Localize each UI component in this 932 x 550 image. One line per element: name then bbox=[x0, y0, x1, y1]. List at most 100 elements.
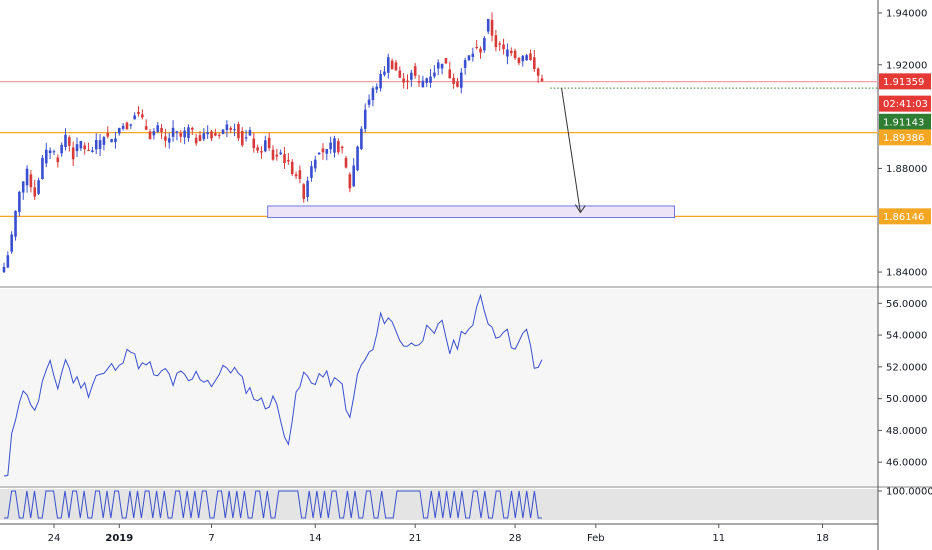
oscillator-line bbox=[3, 293, 543, 477]
price-tag-label: 1.89386 bbox=[883, 133, 924, 144]
candle-body bbox=[367, 99, 371, 105]
candle-body bbox=[290, 161, 294, 174]
candle-body bbox=[183, 130, 186, 138]
candle-body bbox=[467, 55, 471, 61]
candle-body bbox=[117, 128, 121, 134]
candle-body bbox=[513, 50, 517, 59]
candle-body bbox=[106, 133, 110, 137]
candle-body bbox=[310, 166, 313, 178]
candle-body bbox=[221, 129, 225, 134]
candle-body bbox=[360, 128, 363, 150]
price-tag-label: 02:41:03 bbox=[883, 99, 928, 110]
candle-body bbox=[91, 150, 94, 152]
candle-body bbox=[217, 134, 221, 136]
candle-body bbox=[509, 50, 513, 54]
candle-body bbox=[356, 146, 359, 171]
y-tick-label: 1.92000 bbox=[886, 60, 927, 71]
candle-body bbox=[129, 124, 133, 126]
candle-body bbox=[479, 48, 482, 53]
candle-body bbox=[260, 151, 263, 153]
candle-body bbox=[167, 138, 171, 143]
price-tag bbox=[879, 95, 931, 112]
candle-body bbox=[141, 114, 144, 118]
candle-body bbox=[225, 124, 229, 130]
candle-body bbox=[114, 138, 117, 143]
x-tick-label: 24 bbox=[48, 533, 61, 544]
candle-body bbox=[41, 157, 44, 180]
candle-body bbox=[298, 170, 302, 180]
candle-body bbox=[506, 49, 509, 57]
candle-body bbox=[402, 78, 405, 83]
candle-body bbox=[502, 44, 505, 50]
candle-body bbox=[463, 60, 467, 68]
candle-body bbox=[275, 154, 279, 157]
osc-tick-label: 48.0000 bbox=[886, 426, 927, 437]
candle-body bbox=[6, 255, 10, 268]
candle-body bbox=[68, 137, 71, 146]
sto-tick-label: 100.0000 bbox=[886, 487, 932, 498]
price-tag-label: 1.86146 bbox=[883, 212, 924, 223]
candle-body bbox=[160, 127, 163, 132]
candle-body bbox=[486, 18, 490, 32]
x-tick-label: 2019 bbox=[105, 533, 133, 544]
candle-body bbox=[536, 68, 540, 76]
candle-body bbox=[202, 133, 206, 140]
candle-body bbox=[394, 62, 398, 71]
candle-body bbox=[406, 80, 409, 83]
target-zone bbox=[267, 205, 675, 219]
candle-body bbox=[171, 127, 175, 137]
candle-body bbox=[29, 174, 33, 188]
candle-body bbox=[452, 77, 455, 84]
candle-body bbox=[156, 125, 160, 132]
candle-body bbox=[79, 141, 83, 149]
candle-body bbox=[229, 127, 233, 130]
candle-body bbox=[460, 72, 463, 88]
price-tag bbox=[879, 73, 931, 90]
candle-body bbox=[379, 73, 382, 89]
candle-body bbox=[386, 57, 390, 73]
candle-body bbox=[83, 145, 86, 150]
candle-body bbox=[191, 127, 194, 130]
candle-body bbox=[490, 19, 494, 36]
candle-body bbox=[525, 55, 528, 61]
osc-tick-label: 50.0000 bbox=[886, 394, 927, 405]
candle-body bbox=[179, 133, 183, 137]
oscillator-background bbox=[0, 289, 878, 486]
candle-body bbox=[194, 137, 198, 144]
price-tag bbox=[879, 129, 931, 146]
candle-body bbox=[425, 78, 429, 83]
candle-body bbox=[214, 133, 217, 136]
y-tick-label: 1.84000 bbox=[886, 268, 927, 279]
projection-arrow bbox=[561, 88, 581, 213]
candle-body bbox=[337, 141, 340, 153]
osc-tick-label: 54.0000 bbox=[886, 331, 927, 342]
candle-body bbox=[344, 157, 348, 168]
candle-body bbox=[64, 134, 67, 148]
candle-body bbox=[98, 140, 102, 149]
candle-body bbox=[340, 146, 344, 149]
candle-body bbox=[540, 78, 544, 82]
candle-body bbox=[521, 55, 525, 62]
candle-body bbox=[206, 132, 209, 135]
candle-body bbox=[264, 140, 267, 152]
candle-body bbox=[317, 152, 321, 155]
candle-body bbox=[271, 149, 275, 160]
price-tag-label: 1.91143 bbox=[883, 117, 924, 128]
candle-body bbox=[371, 88, 375, 101]
candle-body bbox=[313, 159, 317, 169]
candle-body bbox=[240, 131, 244, 146]
x-tick-label: 18 bbox=[816, 533, 829, 544]
candle-body bbox=[352, 165, 355, 187]
candle-body bbox=[33, 187, 37, 197]
candle-body bbox=[87, 150, 90, 152]
candle-body bbox=[256, 147, 259, 151]
candle-body bbox=[121, 125, 125, 129]
candle-body bbox=[433, 72, 436, 77]
candle-body bbox=[390, 60, 394, 70]
projection-arrow-head bbox=[574, 204, 586, 214]
candle-body bbox=[363, 109, 367, 129]
candle-body bbox=[152, 131, 156, 136]
candle-body bbox=[14, 210, 17, 237]
